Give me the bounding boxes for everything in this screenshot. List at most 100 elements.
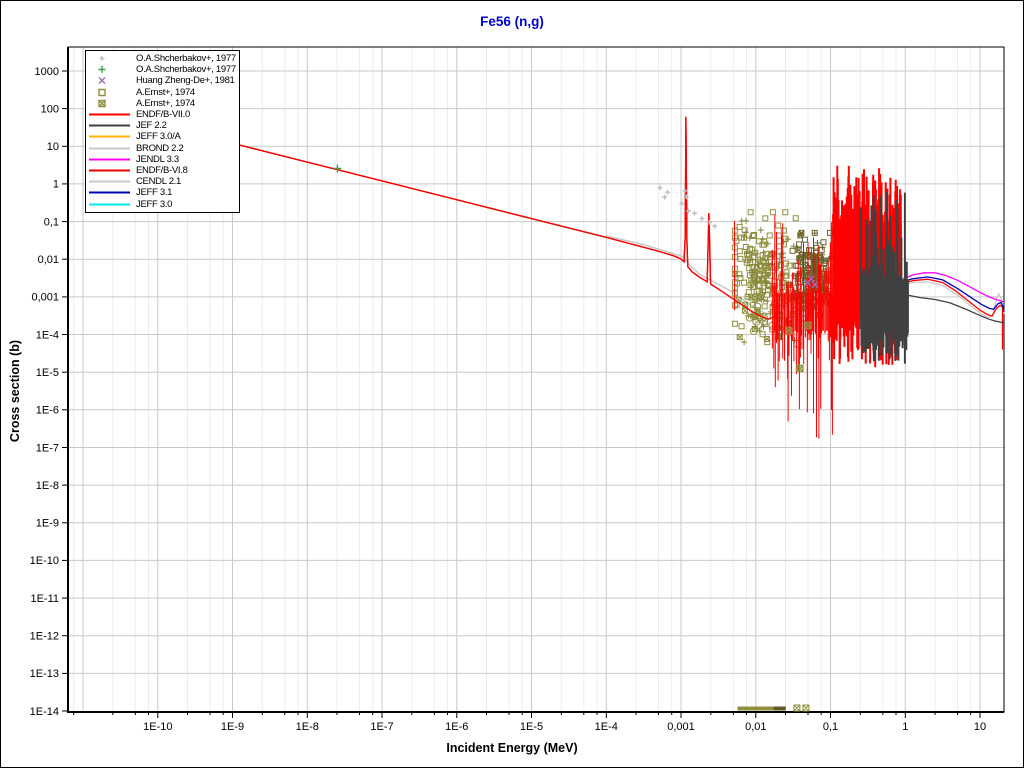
legend-line-swatch xyxy=(86,165,136,176)
y-tick-label: 1E-14 xyxy=(30,706,59,718)
legend-item-9: JENDL 3.3 xyxy=(86,154,239,165)
y-tick-label: 1 xyxy=(53,179,59,191)
legend-item-3: A.Ernst+, 1974 xyxy=(86,87,239,98)
x-tick-label: 1E-4 xyxy=(595,721,618,733)
legend-item-11: CENDL 2.1 xyxy=(86,176,239,187)
legend-label: JENDL 3.3 xyxy=(136,153,179,165)
y-tick-label: 1E-4 xyxy=(36,329,59,341)
y-tick-label: 1E-12 xyxy=(30,631,59,643)
y-tick-label: 1E-11 xyxy=(30,593,59,605)
legend-item-5: ENDF/B-VII.0 xyxy=(86,109,239,120)
points-shcherbakov-thermal-green xyxy=(333,164,342,173)
x-tick-label: 1 xyxy=(902,721,908,733)
legend-line-swatch xyxy=(86,199,136,210)
legend-label: BROND 2.2 xyxy=(136,142,184,154)
y-tick-label: 0,001 xyxy=(31,292,59,304)
band-endf-b-vii-resolved xyxy=(771,214,833,439)
band-jef-2-2-dense xyxy=(859,191,909,364)
curve-endf-b-vii-0-top xyxy=(232,116,778,320)
x-tick-label: 1E-9 xyxy=(221,721,244,733)
y-tick-label: 1E-6 xyxy=(36,405,59,417)
legend-line-swatch xyxy=(86,109,136,120)
points-ernst-low-crossed xyxy=(785,321,812,373)
legend-label: A.Ernst+, 1974 xyxy=(136,86,195,98)
bottom-markers xyxy=(737,704,810,712)
x-tick-label: 1E-10 xyxy=(143,721,172,733)
resonance-bands xyxy=(232,116,909,439)
axes xyxy=(62,46,1005,718)
x-tick-label: 0,01 xyxy=(745,721,766,733)
x-tick-label: 1E-7 xyxy=(370,721,393,733)
bottom-bar xyxy=(773,706,786,711)
legend-label: ENDF/B-VI.8 xyxy=(136,164,188,176)
legend-line-swatch xyxy=(86,120,136,131)
legend-square-x-icon xyxy=(86,98,136,109)
curve-endf-b-vi-8 xyxy=(232,116,778,320)
tick-labels: 1E-10 1E-9 1E-8 1E-7 1E-6 1E-5 1E-4 0,001 0,01 0,… xyxy=(30,66,986,733)
curve-jendl-3-3 xyxy=(900,272,1005,303)
legend-square-icon xyxy=(86,87,136,98)
legend-label: JEF 2.2 xyxy=(136,120,167,132)
points-huang-zheng-de xyxy=(803,275,819,289)
legend-item-7: JEFF 3.0/A xyxy=(86,131,239,142)
bottom-bar xyxy=(737,706,786,711)
legend-label: A.Ernst+, 1974 xyxy=(136,97,195,109)
legend-label: O.A.Shcherbakov+, 1977 xyxy=(136,64,236,76)
bottom-crossed-squares xyxy=(793,704,810,712)
curve-jeff-3-0 xyxy=(232,116,778,320)
y-tick-label: 1000 xyxy=(35,66,59,78)
experimental-points xyxy=(333,164,819,373)
x-tick-label: 0,001 xyxy=(667,721,695,733)
y-tick-label: 1E-7 xyxy=(36,442,59,454)
legend-label: JEFF 3.0 xyxy=(136,198,173,210)
curve-jeff-3-1 xyxy=(901,276,1005,313)
curve-jef-2-2 xyxy=(899,291,1005,324)
legend-label: JEFF 3.1 xyxy=(136,187,173,199)
y-tick-label: 10 xyxy=(47,141,59,153)
legend-item-6: JEF 2.2 xyxy=(86,120,239,131)
x-tick-label: 1E-5 xyxy=(520,721,543,733)
y-tick-label: 1E-13 xyxy=(30,668,59,680)
legend-line-swatch xyxy=(86,154,136,165)
y-tick-label: 0,01 xyxy=(38,254,59,266)
y-tick-label: 1E-8 xyxy=(36,480,59,492)
legend-item-13: JEFF 3.0 xyxy=(86,198,239,210)
x-axis-title: Incident Energy (MeV) xyxy=(446,741,578,755)
y-tick-label: 1E-5 xyxy=(36,367,59,379)
y-tick-label: 1E-10 xyxy=(30,555,59,567)
legend-plus-icon xyxy=(86,53,136,64)
legend-label: CENDL 2.1 xyxy=(136,176,181,188)
legend-label: ENDF/B-VII.0 xyxy=(136,109,190,121)
y-axis-title: Cross section (b) xyxy=(8,339,22,443)
legend-line-swatch xyxy=(86,176,136,187)
legend-label: Huang Zheng-De+, 1981 xyxy=(136,75,235,87)
legend-item-8: BROND 2.2 xyxy=(86,143,239,154)
grid xyxy=(68,47,1004,712)
legend-line-swatch xyxy=(86,131,136,142)
legend-line-swatch xyxy=(86,143,136,154)
legend-label: JEFF 3.0/A xyxy=(136,131,181,143)
y-tick-label: 1E-9 xyxy=(36,518,59,530)
legend-item-12: JEFF 3.1 xyxy=(86,187,239,198)
x-tick-label: 10 xyxy=(974,721,986,733)
y-tick-label: 100 xyxy=(41,103,59,115)
legend-line-swatch xyxy=(86,187,136,198)
points-shcherbakov-gray xyxy=(657,185,718,229)
chart-title: Fe56 (n,g) xyxy=(480,14,544,29)
legend-plus-icon xyxy=(86,64,136,75)
legend-item-10: ENDF/B-VI.8 xyxy=(86,165,239,176)
legend-item-4: A.Ernst+, 1974 xyxy=(86,98,239,109)
legend-x-icon xyxy=(86,75,136,86)
x-tick-label: 0,1 xyxy=(823,721,838,733)
x-tick-label: 1E-6 xyxy=(445,721,468,733)
legend-box: O.A.Shcherbakov+, 1977 O.A.Shcherbakov+, … xyxy=(85,50,240,213)
y-tick-label: 0,1 xyxy=(44,216,59,228)
legend-item-1: O.A.Shcherbakov+, 1977 xyxy=(86,64,239,75)
legend-item-0: O.A.Shcherbakov+, 1977 xyxy=(86,53,239,64)
curve-jeff-3-0-a xyxy=(232,116,778,320)
x-tick-label: 1E-8 xyxy=(296,721,319,733)
legend-item-2: Huang Zheng-De+, 1981 xyxy=(86,75,239,86)
legend-label: O.A.Shcherbakov+, 1977 xyxy=(136,53,236,65)
